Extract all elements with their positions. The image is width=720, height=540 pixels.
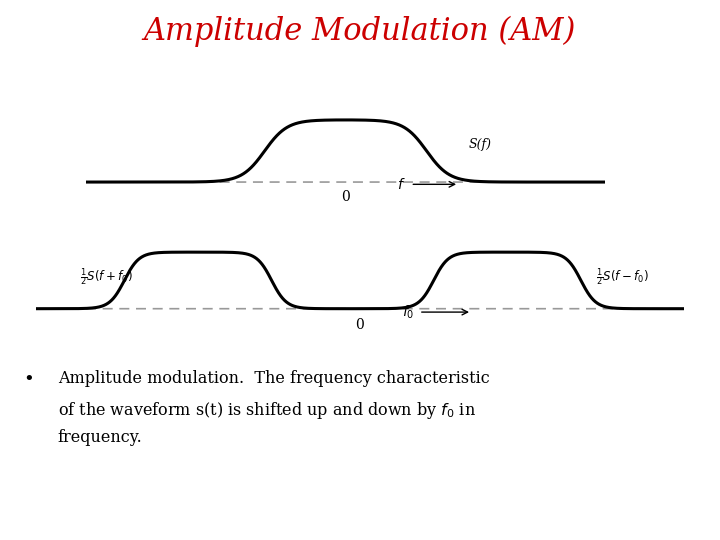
Text: Amplitude Modulation (AM): Amplitude Modulation (AM) — [144, 16, 576, 48]
Text: $f_0$: $f_0$ — [402, 303, 415, 321]
Text: $\frac{1}{2}S(f - f_0)$: $\frac{1}{2}S(f - f_0)$ — [595, 267, 648, 288]
Text: frequency.: frequency. — [58, 429, 143, 446]
Text: $\frac{1}{2}S(f + f_0)$: $\frac{1}{2}S(f + f_0)$ — [80, 267, 132, 288]
Text: 0: 0 — [356, 318, 364, 332]
Text: S(f): S(f) — [469, 138, 492, 151]
Text: •: • — [24, 370, 34, 388]
Text: 0: 0 — [341, 190, 350, 204]
Text: Amplitude modulation.  The frequency characteristic: Amplitude modulation. The frequency char… — [58, 370, 490, 387]
Text: of the waveform s(t) is shifted up and down by $f_0$ in: of the waveform s(t) is shifted up and d… — [58, 400, 476, 421]
Text: $f$: $f$ — [397, 177, 405, 192]
